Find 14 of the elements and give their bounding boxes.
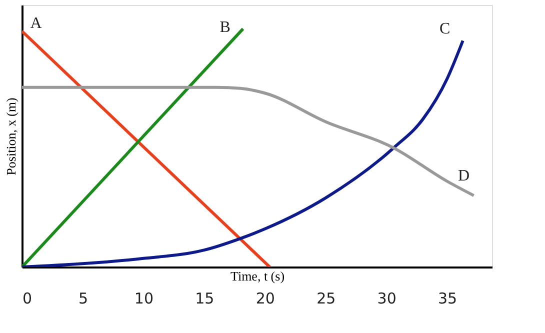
series-label: A bbox=[30, 15, 42, 32]
series-label: D bbox=[458, 168, 470, 185]
series-label: C bbox=[440, 20, 450, 38]
x-axis-title: Time, t (s) bbox=[230, 268, 285, 284]
x-tick-label: 0 bbox=[22, 290, 32, 308]
x-tick-label: 10 bbox=[134, 290, 154, 308]
y-axis-title: Position, x (m) bbox=[4, 98, 18, 176]
x-tick-label: 15 bbox=[195, 290, 214, 308]
series-label: B bbox=[220, 18, 230, 36]
x-tick-label: 35 bbox=[438, 290, 458, 308]
x-tick-label: 20 bbox=[256, 290, 275, 308]
x-tick-label: 5 bbox=[78, 290, 88, 308]
x-tick-label: 30 bbox=[377, 290, 396, 308]
x-tick-label: 25 bbox=[316, 290, 336, 308]
